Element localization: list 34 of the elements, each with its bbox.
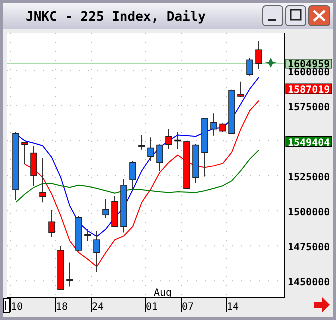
x-tick-label: 14 [226,302,240,313]
candlestick [210,113,218,136]
candlestick [138,134,146,150]
line-series [16,150,260,204]
candlestick [246,58,254,76]
candlestick [174,132,182,150]
candlestick [256,40,262,70]
y-tick-label: 1500000 [288,208,330,219]
y-tick-label: 1587019 [288,85,330,96]
x-tick-label: 18 [56,302,68,313]
candlestick [156,144,164,172]
annotation: Aug [154,288,172,299]
y-tick-label: 1549404 [288,138,330,149]
chart-title: JNKC - 225 Index, Daily [26,10,206,25]
x-tick-label: 24 [92,302,104,313]
candlestick [94,230,100,273]
y-tick-label: 1450000 [288,278,330,289]
x-tick-label: 10 [10,302,24,313]
candlestick [40,158,46,204]
x-tick-label: 07 [182,302,194,313]
y-tick-label: 1575000 [288,102,330,114]
candlestick [102,198,110,219]
candlestick [84,228,92,242]
x-tick-label: 01 [146,302,158,313]
candlestick [48,210,56,238]
candlestick [166,128,172,150]
candlestick [130,160,136,191]
y-tick-label: 1475000 [288,242,330,254]
candlestick [30,146,38,186]
y-tick-label: 1525000 [288,172,330,184]
candlestick [148,137,154,162]
candlestick [238,81,244,98]
candlestick [66,262,74,288]
line-series [24,100,260,268]
